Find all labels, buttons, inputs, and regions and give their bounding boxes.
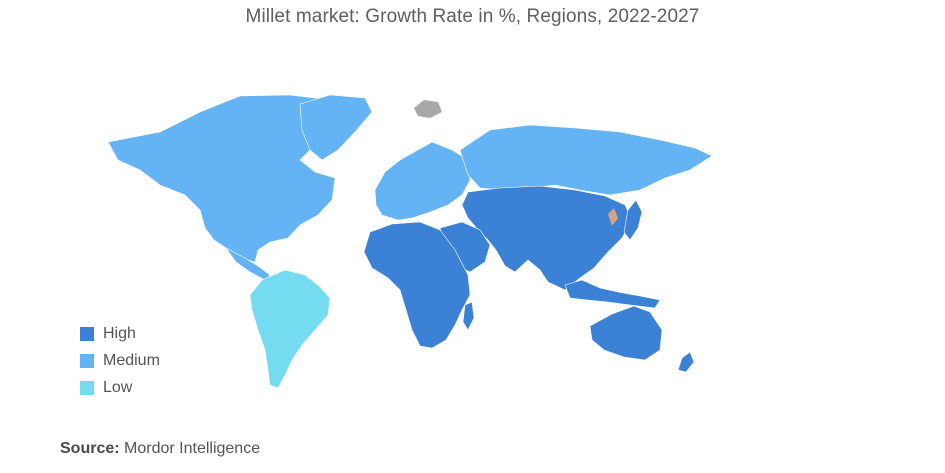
region-africa	[363, 221, 471, 349]
source-text: Mordor Intelligence	[124, 440, 261, 457]
region-japan	[623, 199, 643, 241]
region-madagascar	[462, 301, 475, 331]
map-title: Millet market: Growth Rate in %, Regions…	[245, 6, 700, 27]
legend-swatch-medium	[80, 353, 94, 368]
map-legend: High Medium Low	[80, 320, 160, 401]
region-russia	[459, 124, 713, 196]
region-asia	[461, 185, 633, 291]
legend-item-high: High	[80, 320, 160, 347]
source-label: Source:	[60, 440, 120, 457]
region-southeast-asia	[564, 279, 661, 309]
region-australia	[589, 305, 663, 361]
region-korea	[608, 208, 618, 226]
region-no-data	[414, 100, 442, 118]
region-europe	[374, 141, 471, 221]
source-note: Source: Mordor Intelligence	[60, 440, 260, 458]
world-map	[107, 94, 713, 389]
legend-label-medium: Medium	[103, 351, 160, 369]
legend-label-low: Low	[103, 378, 133, 396]
region-north-america	[107, 94, 366, 263]
legend-swatch-low	[80, 380, 94, 395]
legend-item-medium: Medium	[80, 347, 160, 374]
region-south-america	[249, 269, 331, 389]
legend-swatch-high	[80, 326, 94, 341]
region-greenland	[299, 94, 373, 161]
region-new-zealand	[677, 351, 695, 373]
legend-item-low: Low	[80, 374, 160, 401]
legend-label-high: High	[103, 324, 136, 342]
